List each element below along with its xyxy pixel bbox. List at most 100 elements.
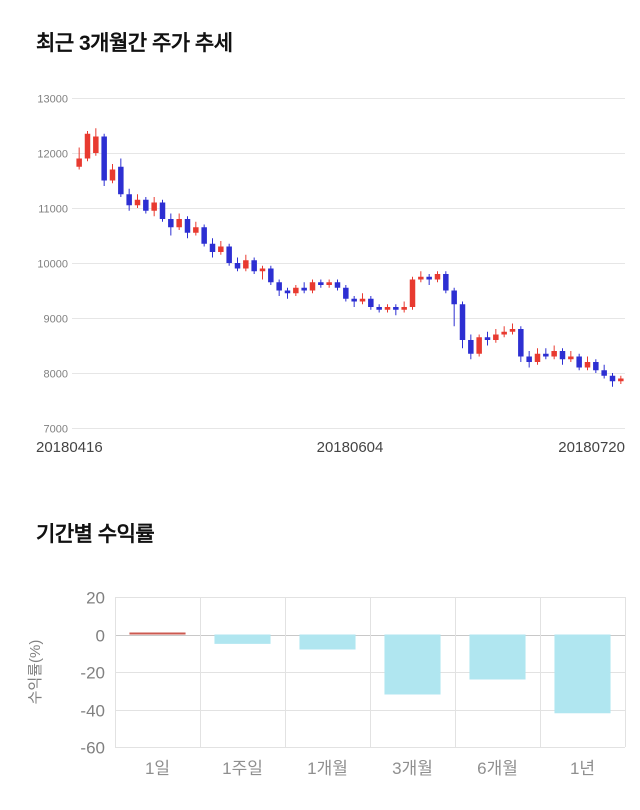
y-axis-tick-label: 12000: [37, 149, 68, 161]
candle-body: [384, 307, 391, 310]
candle-body: [209, 243, 216, 252]
candle-body: [584, 362, 591, 368]
y-axis-tick-label: 13000: [37, 94, 68, 106]
y-axis-tick-label: 8000: [44, 369, 68, 381]
candle-body: [276, 282, 282, 291]
return-bar: [299, 634, 356, 650]
candle-body: [134, 199, 141, 206]
candle-body: [484, 337, 491, 340]
candle-body: [76, 158, 82, 167]
y-axis-tick-label: 20: [86, 589, 105, 608]
candle-body: [93, 136, 99, 153]
candle-body: [576, 356, 582, 368]
candle-body: [593, 362, 599, 371]
candle-body: [534, 353, 541, 362]
candle-body: [418, 276, 424, 280]
candle-body: [368, 298, 374, 307]
candle-body: [343, 287, 349, 299]
candle-body: [551, 351, 557, 357]
y-axis-tick-label: -60: [80, 739, 105, 758]
candle-body: [268, 268, 274, 283]
candle-body: [601, 370, 607, 376]
y-axis-tick-label: -20: [80, 664, 105, 683]
y-axis-title: 수익률(%): [27, 640, 44, 705]
return-bar: [554, 634, 611, 714]
y-axis-tick-label: 10000: [37, 259, 68, 271]
candle-body: [168, 219, 174, 228]
candle-body: [126, 194, 132, 206]
return-bar: [129, 632, 186, 635]
candle-body: [351, 298, 357, 302]
candle-body: [293, 287, 299, 294]
candle-body: [84, 133, 91, 159]
candle-body: [143, 199, 149, 211]
candle-body: [568, 356, 574, 360]
y-axis-tick-label: 0: [96, 627, 105, 646]
x-axis-tick-label: 20180416: [36, 439, 103, 456]
candle-body: [359, 298, 366, 302]
x-axis-category-label: 1일: [145, 759, 170, 778]
return-bar: [469, 634, 526, 680]
candle-body: [309, 282, 316, 291]
candle-body: [443, 274, 449, 291]
y-axis-tick-label: 11000: [38, 204, 68, 216]
candle-body: [318, 282, 324, 285]
candle-body: [151, 202, 157, 211]
y-axis-tick-label: -40: [80, 702, 105, 721]
candle-body: [251, 260, 257, 272]
candle-body: [451, 290, 457, 305]
candle-body: [426, 276, 432, 280]
candle-body: [468, 340, 474, 354]
candle-body: [101, 136, 107, 181]
x-axis-category-label: 6개월: [477, 759, 518, 778]
bar-chart-svg: 20 0 -20 -40 -60 1일 1주일 1개월 3개월 6개월 1년 수익률(%): [27, 589, 626, 778]
candle-body: [501, 331, 507, 335]
candle-body: [193, 227, 199, 233]
period-returns-title: 기간별 수익률: [36, 523, 155, 546]
x-axis-category-label: 1개월: [307, 759, 348, 778]
x-axis-tick-label: 20180604: [317, 439, 384, 456]
candlestick-svg: 13000 12000 11000 10000 9000 8000 7000 20180416…: [36, 94, 625, 456]
candle-body: [326, 282, 332, 285]
x-axis-category-label: 1년: [570, 759, 595, 778]
y-axis-tick-label: 7000: [44, 424, 68, 436]
candle-body: [176, 219, 182, 228]
candle-body: [259, 268, 266, 272]
return-bar: [214, 634, 271, 644]
candle-body: [393, 307, 399, 310]
candle-body: [526, 356, 532, 362]
candle-body: [618, 378, 624, 382]
price-candlestick-chart: 13000 12000 11000 10000 9000 8000 7000 20180416…: [0, 88, 640, 468]
candle-body: [559, 351, 566, 360]
x-axis-category-label: 1주일: [222, 759, 263, 778]
return-bar: [384, 634, 441, 695]
candle-body: [201, 227, 207, 244]
x-axis-category-label: 3개월: [392, 759, 433, 778]
candle-body: [459, 304, 466, 340]
candle-body: [518, 329, 524, 357]
period-returns-bar-chart: 20 0 -20 -40 -60 1일 1주일 1개월 3개월 6개월 1년 수익률(%): [0, 582, 640, 804]
candle-body: [284, 290, 291, 294]
candle-body: [118, 166, 124, 195]
candle-body: [409, 279, 416, 307]
x-axis-tick-label: 20180720: [558, 439, 625, 456]
candle-body: [476, 337, 482, 354]
candle-body: [434, 274, 441, 280]
candle-body: [334, 282, 341, 288]
candle-body: [493, 334, 499, 340]
candle-body: [226, 246, 232, 263]
price-trend-title: 최근 3개월간 주가 추세: [36, 32, 233, 55]
candle-body: [184, 219, 191, 233]
candle-body: [243, 260, 249, 269]
candle-body: [509, 329, 516, 332]
candle-body: [401, 307, 407, 310]
candle-body: [234, 263, 241, 269]
candle-body: [218, 246, 224, 252]
candle-body: [609, 375, 616, 382]
candle-body: [109, 169, 116, 181]
candle-body: [301, 287, 307, 291]
candle-body: [376, 307, 382, 310]
candle-body: [543, 353, 549, 357]
y-axis-tick-label: 9000: [44, 314, 68, 326]
candle-body: [159, 202, 166, 219]
